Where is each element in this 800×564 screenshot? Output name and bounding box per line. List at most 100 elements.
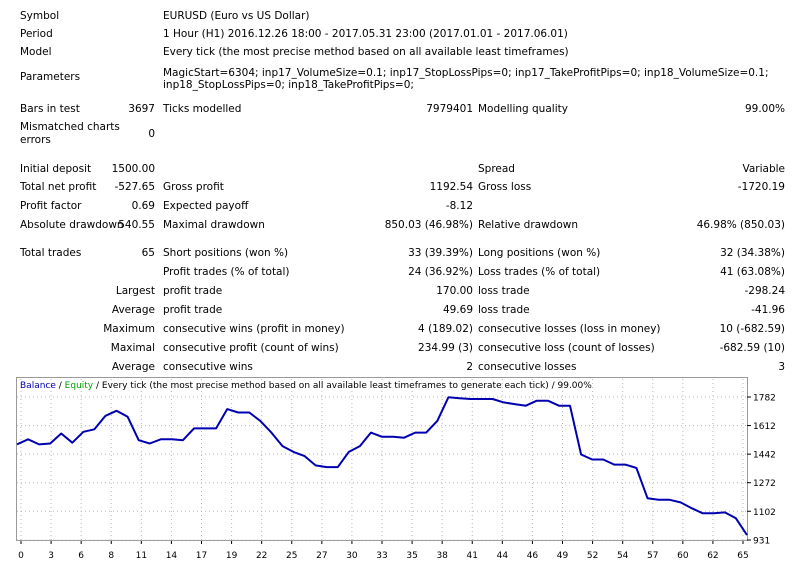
max-drawdown-value: 850.03 (46.98%) [384, 219, 473, 231]
period-label: Period [20, 28, 53, 40]
avg-cons-losses-value: 3 [778, 361, 785, 373]
balance-line [16, 396, 748, 536]
x-tick-label: 54 [617, 551, 629, 561]
x-tick-label: 35 [406, 551, 417, 561]
x-tick-label: 25 [286, 551, 297, 561]
net-profit-value: -527.65 [114, 181, 155, 193]
maximal-label: Maximal [110, 342, 155, 354]
legend-equity: Equity [64, 381, 94, 391]
avg-cons-wins-label: consecutive wins [163, 361, 253, 373]
x-tick-label: 14 [166, 551, 178, 561]
x-tick-label: 62 [707, 551, 718, 561]
x-tick-label: 41 [467, 551, 478, 561]
quality-label: Modelling quality [478, 103, 568, 115]
chart-legend: Balance / Equity / Every tick (the most … [20, 380, 592, 392]
y-tick-label: 1272 [753, 479, 776, 489]
short-positions-label: Short positions (won %) [163, 247, 289, 259]
maximal-cons-profit-label: consecutive profit (count of wins) [163, 342, 339, 354]
loss-trades-label: Loss trades (% of total) [478, 266, 601, 278]
largest-profit-value: 170.00 [436, 285, 473, 297]
legend-description: / Every tick (the most precise method ba… [93, 381, 592, 391]
spread-label: Spread [478, 163, 515, 175]
average-profit-label: profit trade [163, 304, 223, 316]
average-profit-value: 49.69 [442, 304, 473, 316]
y-tick-label: 1442 [753, 451, 776, 461]
period-value: 1 Hour (H1) 2016.12.26 18:00 - 2017.05.3… [163, 28, 568, 40]
x-tick-label: 17 [196, 551, 207, 561]
abs-drawdown-label: Absolute drawdown [20, 219, 124, 231]
max-cons-wins-label: consecutive wins (profit in money) [163, 323, 345, 335]
model-label: Model [20, 46, 52, 58]
gross-loss-value: -1720.19 [737, 181, 785, 193]
x-tick-label: 38 [436, 551, 448, 561]
parameters-line1: MagicStart=6304; inp17_VolumeSize=0.1; i… [163, 67, 769, 79]
initial-deposit-value: 1500.00 [111, 163, 155, 175]
y-tick-label: 1102 [753, 508, 776, 518]
maximal-cons-loss-value: -682.59 (10) [719, 342, 785, 354]
abs-drawdown-value: 540.55 [118, 219, 155, 231]
x-tick-label: 65 [737, 551, 748, 561]
profit-factor-value: 0.69 [131, 200, 155, 212]
total-trades-value: 65 [141, 247, 155, 259]
loss-trades-value: 41 (63.08%) [720, 266, 785, 278]
rel-drawdown-label: Relative drawdown [478, 219, 579, 231]
mismatch-value: 0 [148, 128, 155, 140]
y-tick-label: 1612 [753, 422, 776, 432]
legend-separator: / [55, 381, 65, 391]
x-tick-label: 3 [48, 551, 54, 561]
symbol-label: Symbol [20, 10, 60, 22]
y-tick-label: 1782 [753, 394, 776, 404]
initial-deposit-label: Initial deposit [20, 163, 92, 175]
mismatch-label-line2: errors [20, 134, 51, 146]
symbol-value: EURUSD (Euro vs US Dollar) [163, 10, 310, 22]
x-tick-label: 52 [587, 551, 598, 561]
average-label: Average [111, 304, 155, 316]
max-cons-losses-label: consecutive losses (loss in money) [478, 323, 661, 335]
x-tick-label: 6 [78, 551, 84, 561]
max-cons-wins-value: 4 (189.02) [418, 323, 473, 335]
ticks-label: Ticks modelled [163, 103, 242, 115]
bars-label: Bars in test [20, 103, 80, 115]
x-tick-label: 0 [18, 551, 24, 561]
x-tick-label: 11 [136, 551, 147, 561]
x-tick-label: 8 [108, 551, 114, 561]
largest-label: Largest [115, 285, 155, 297]
parameters-line2: inp18_StopLossPips=0; inp18_TakeProfitPi… [163, 79, 414, 91]
average-loss-value: -41.96 [751, 304, 785, 316]
average-loss-label: loss trade [478, 304, 530, 316]
gross-profit-label: Gross profit [163, 181, 224, 193]
long-positions-label: Long positions (won %) [478, 247, 601, 259]
max-cons-losses-value: 10 (-682.59) [719, 323, 785, 335]
short-positions-value: 33 (39.39%) [408, 247, 473, 259]
total-trades-label: Total trades [20, 247, 82, 259]
quality-value: 99.00% [744, 103, 785, 115]
legend-balance: Balance [20, 381, 56, 391]
profit-trades-label: Profit trades (% of total) [163, 266, 290, 278]
x-tick-label: 33 [376, 551, 387, 561]
mismatch-label-line1: Mismatched charts [20, 121, 120, 133]
x-tick-label: 46 [527, 551, 539, 561]
model-value: Every tick (the most precise method base… [163, 46, 569, 58]
max-drawdown-label: Maximal drawdown [163, 219, 265, 231]
ticks-value: 7979401 [426, 103, 473, 115]
expected-payoff-value: -8.12 [445, 200, 473, 212]
x-tick-label: 30 [346, 551, 358, 561]
avg-cons-wins-value: 2 [466, 361, 473, 373]
largest-loss-value: -298.24 [744, 285, 785, 297]
maximal-cons-loss-label: consecutive loss (count of losses) [478, 342, 655, 354]
largest-loss-label: loss trade [478, 285, 530, 297]
avg-cons-losses-label: consecutive losses [478, 361, 577, 373]
bars-value: 3697 [128, 103, 155, 115]
gross-loss-label: Gross loss [478, 181, 532, 193]
spread-value: Variable [742, 163, 785, 175]
x-tick-label: 27 [316, 551, 327, 561]
x-tick-label: 60 [677, 551, 689, 561]
long-positions-value: 32 (34.38%) [720, 247, 785, 259]
net-profit-label: Total net profit [20, 181, 97, 193]
x-tick-label: 19 [226, 551, 238, 561]
avg-cons-label: Average [111, 361, 155, 373]
maximum-label: Maximum [103, 323, 155, 335]
maximal-cons-profit-value: 234.99 (3) [418, 342, 473, 354]
y-tick-label: 931 [753, 537, 770, 547]
